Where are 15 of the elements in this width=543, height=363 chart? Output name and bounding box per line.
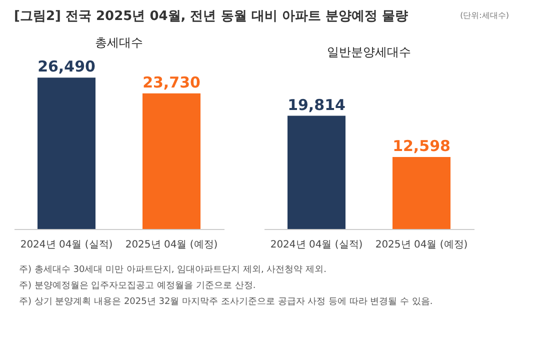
data-label: 26,490 (38, 58, 96, 76)
text: 주) 총세대수 30세대 미만 아파트단지, 임대아파트단지 제외, 사전청약 제외. (19, 265, 326, 275)
text: [그림2] 전국 2025년 04월, 전년 동월 대비 아파트 분양예정 물량 (14, 9, 408, 24)
x-tick-label: 2024년 04월 (실적) (270, 240, 363, 250)
x-tick-label: 2025년 04월 (예정) (125, 240, 218, 250)
text: 주) 상기 분양계획 내용은 2025년 32월 마지막주 조사기준으로 공급자 사정 등에 따라 변경될 수 있음. (19, 297, 433, 307)
chart-title: 일반분양세대수 (327, 45, 411, 59)
x-tick-label: 2024년 04월 (실적) (20, 240, 113, 250)
text: 주) 분양예정월은 입주자모집공고 예정월을 기준으로 산정. (19, 281, 256, 291)
chart-title: 총세대수 (95, 36, 143, 50)
data-label: 12,598 (392, 137, 450, 156)
data-label: 19,814 (288, 96, 346, 114)
data-label: 23,730 (142, 73, 200, 92)
text: (단위:세대수) (460, 11, 509, 20)
x-tick-label: 2025년 04월 (예정) (375, 240, 468, 250)
